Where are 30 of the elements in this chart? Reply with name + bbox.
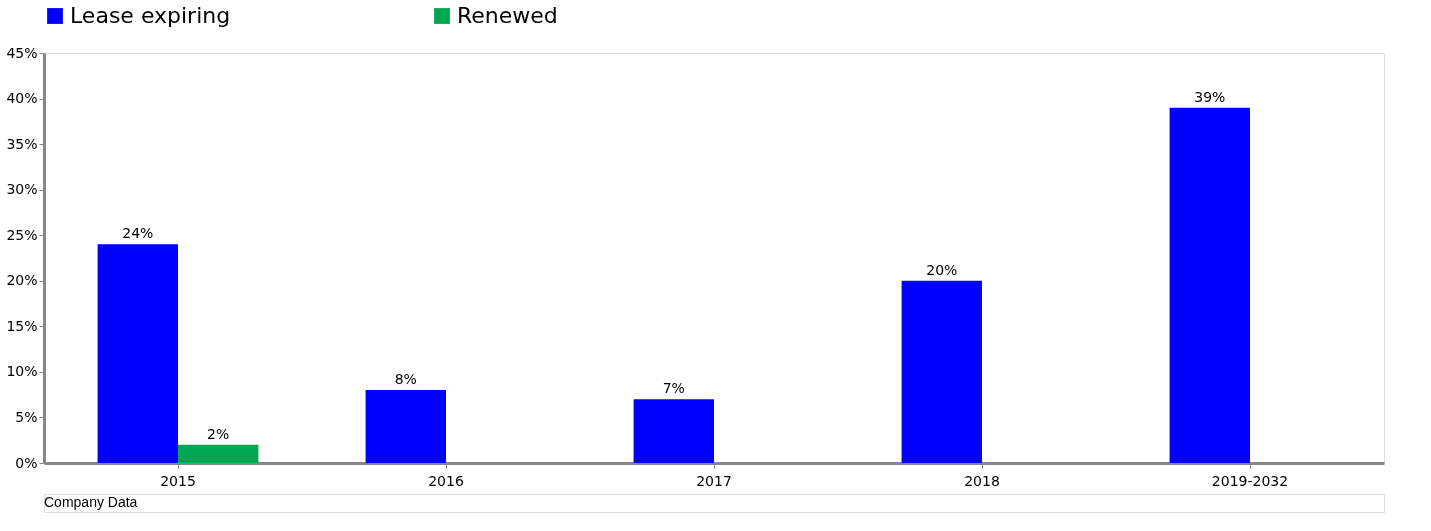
y-tick-label: 10% — [6, 363, 38, 380]
data-label: 8% — [394, 371, 417, 388]
legend-label: Renewed — [457, 3, 558, 28]
bar — [178, 444, 259, 463]
data-label: 7% — [662, 380, 685, 397]
legend-label: Lease expiring — [70, 3, 231, 28]
y-tick-label: 25% — [6, 226, 38, 243]
data-label: 2% — [207, 425, 230, 442]
bar — [365, 390, 446, 463]
x-tick-label: 2017 — [696, 472, 732, 489]
y-tick-label: 45% — [6, 44, 38, 61]
data-label: 39% — [1194, 88, 1226, 105]
bar — [901, 280, 982, 463]
data-label: 20% — [926, 261, 958, 278]
x-tick-label: 2015 — [160, 472, 196, 489]
y-tick-label: 40% — [6, 90, 38, 107]
data-label: 24% — [122, 225, 154, 242]
bar — [97, 244, 178, 463]
x-tick-label: 2019-2032 — [1211, 472, 1289, 489]
y-tick-label: 15% — [6, 317, 38, 334]
y-tick-label: 0% — [15, 454, 38, 471]
y-tick-label: 20% — [6, 272, 38, 289]
bar — [633, 399, 714, 463]
x-tick-label: 2016 — [428, 472, 464, 489]
y-tick-label: 30% — [6, 181, 38, 198]
bar — [1169, 107, 1250, 463]
y-tick-label: 5% — [15, 408, 38, 425]
x-tick-label: 2018 — [964, 472, 1000, 489]
text: Company Data — [44, 494, 138, 510]
y-tick-label: 35% — [6, 135, 38, 152]
